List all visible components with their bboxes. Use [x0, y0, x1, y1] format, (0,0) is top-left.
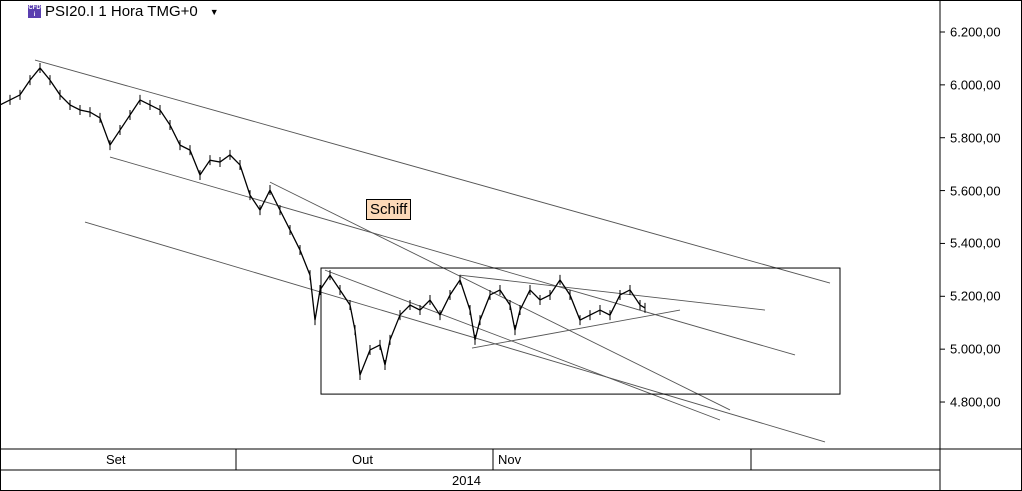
month-label-nov: Nov — [498, 452, 522, 467]
trendline — [269, 181, 731, 411]
chart-title[interactable]: CFD i PSI20.I 1 Hora TMG+0 ▼ — [28, 3, 219, 20]
y-tick-label: 5.600,00 — [950, 183, 1001, 199]
y-tick-label: 5.400,00 — [950, 235, 1001, 251]
price-series-line — [0, 66, 646, 376]
month-label-set: Set — [106, 452, 126, 467]
y-tick-label: 6.200,00 — [950, 24, 1001, 40]
trendline — [34, 59, 831, 284]
instrument-label: PSI20.I 1 Hora TMG+0 — [45, 3, 198, 20]
y-tick-label: 5.800,00 — [950, 130, 1001, 146]
trendline — [324, 269, 721, 421]
range-rectangle — [320, 267, 841, 395]
y-tick-label: 4.800,00 — [950, 394, 1001, 410]
trendline — [84, 221, 826, 443]
y-tick-label: 6.000,00 — [950, 77, 1001, 93]
trendline — [459, 274, 766, 311]
trendline — [471, 309, 681, 349]
caret-down-icon[interactable]: ▼ — [209, 6, 219, 17]
schiff-annotation[interactable]: Schiff — [366, 199, 412, 220]
trendline — [109, 156, 796, 356]
cfd-instrument-icon: CFD i — [28, 5, 41, 18]
year-label: 2014 — [452, 473, 481, 488]
month-label-out: Out — [352, 452, 373, 467]
y-tick-label: 5.000,00 — [950, 341, 1001, 357]
y-tick-label: 5.200,00 — [950, 288, 1001, 304]
